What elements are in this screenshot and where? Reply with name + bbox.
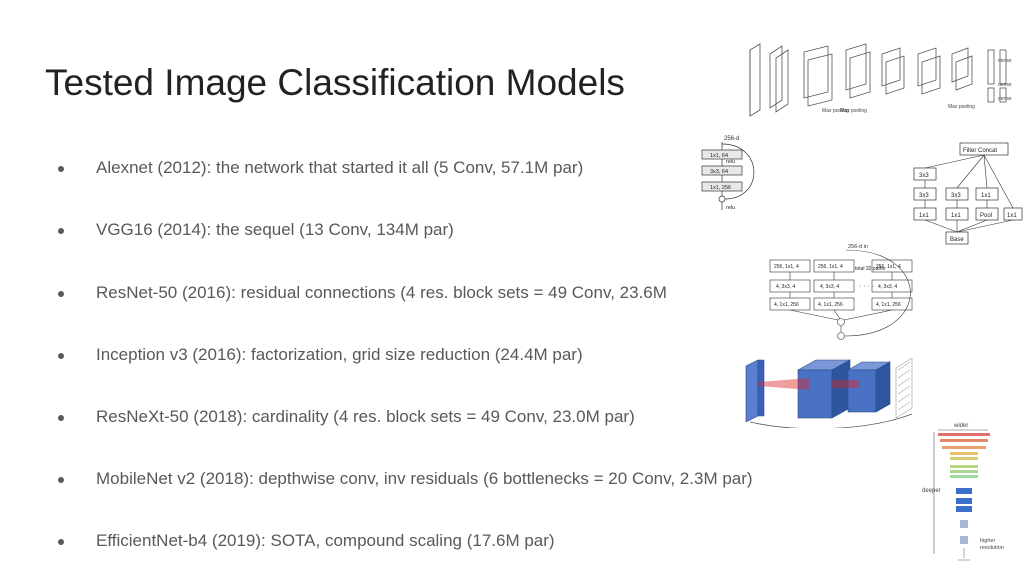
diagram-label: 256-d — [724, 136, 739, 142]
diagram-label: 1x1, 256 — [710, 185, 731, 191]
bullet-icon — [58, 539, 64, 545]
list-item-text: MobileNet v2 (2018): depthwise conv, inv… — [96, 469, 753, 488]
diagram-label: total 32 paths — [855, 266, 886, 272]
diagram-label: 4, 3x3, 4 — [820, 284, 839, 290]
bullet-icon — [58, 415, 64, 421]
diagram-label: higher — [980, 538, 995, 544]
diagram-label: 3x3 — [919, 193, 929, 199]
diagram-label: resolution — [980, 545, 1004, 551]
diagram-label: 1x1 — [981, 193, 991, 199]
resnet-block-diagram: 256-d 1x1, 64 3x3, 64 1x1, 256 relu relu — [701, 136, 755, 211]
inception-diagram: Filter Concat 3x3 3x3 3x3 1x1 1x1 1x1 Po… — [913, 142, 1023, 245]
diagram-label: Max pooling — [822, 108, 849, 114]
diagram-label: 4, 1x1, 256 — [774, 302, 799, 308]
diagram-label: 3x3 — [919, 173, 929, 179]
list-item-text: Alexnet (2012): the network that started… — [96, 158, 584, 177]
list-item-text: VGG16 (2014): the sequel (13 Conv, 134M … — [96, 220, 454, 239]
diagram-label: 256-d in — [848, 244, 868, 250]
bullet-icon — [58, 228, 64, 234]
diagram-label: 1x1 — [1007, 213, 1017, 219]
resnext-diagram: 256-d in 256, 1x1, 4 4, 3x3, 4 4, 1x1, 2… — [769, 244, 913, 340]
diagram-label: 256, 1x1, 4 — [876, 264, 901, 270]
diagram-label: Pool — [980, 213, 992, 219]
diagram-label: deeper — [922, 488, 941, 494]
diagram-label: dense — [998, 96, 1012, 102]
svg-text:· · · ·: · · · · — [859, 283, 874, 290]
diagram-label: Max pooling — [840, 108, 867, 114]
diagram-label: wider — [953, 423, 968, 429]
diagram-label: 4, 1x1, 256 — [876, 302, 901, 308]
diagram-label: 1x1 — [951, 213, 961, 219]
bullet-icon — [58, 291, 64, 297]
diagram-label: Base — [950, 237, 964, 243]
list-item-text: ResNet-50 (2016): residual connections (… — [96, 283, 667, 302]
list-item-text: ResNeXt-50 (2018): cardinality (4 res. b… — [96, 407, 635, 426]
diagram-label: 4, 3x3, 4 — [776, 284, 795, 290]
diagram-label: 3x3, 64 — [710, 169, 728, 175]
list-item-text: EfficientNet-b4 (2019): SOTA, compound s… — [96, 531, 555, 550]
diagram-label: 3x3 — [951, 193, 961, 199]
diagram-label: dense — [998, 82, 1012, 88]
diagram-label: 256, 1x1, 4 — [774, 264, 799, 270]
diagram-label: dense — [998, 58, 1012, 64]
diagram-label: 1x1 — [919, 213, 929, 219]
mobilenet-diagram — [745, 357, 913, 428]
diagram-label: relu — [726, 205, 735, 211]
diagram-label: Filter Concat — [963, 148, 997, 154]
list-item-text: Inception v3 (2016): factorization, grid… — [96, 345, 583, 364]
efficientnet-diagram: wider deeper higher resolution — [922, 423, 1004, 561]
diagram-label: 4, 3x3, 4 — [878, 284, 897, 290]
diagram-label: Max pooling — [948, 104, 975, 110]
diagram-label: 1x1, 64 — [710, 153, 728, 159]
alexnet-diagram: Max pooling Max pooling Max pooling dens… — [749, 43, 1012, 117]
diagram-label: 4, 1x1, 256 — [818, 302, 843, 308]
diagram-label: relu — [726, 159, 735, 165]
slide-title: Tested Image Classification Models — [45, 62, 625, 103]
bullet-icon — [58, 353, 64, 359]
diagram-label: 256, 1x1, 4 — [818, 264, 843, 270]
bullet-icon — [58, 477, 64, 483]
bullet-icon — [58, 166, 64, 172]
